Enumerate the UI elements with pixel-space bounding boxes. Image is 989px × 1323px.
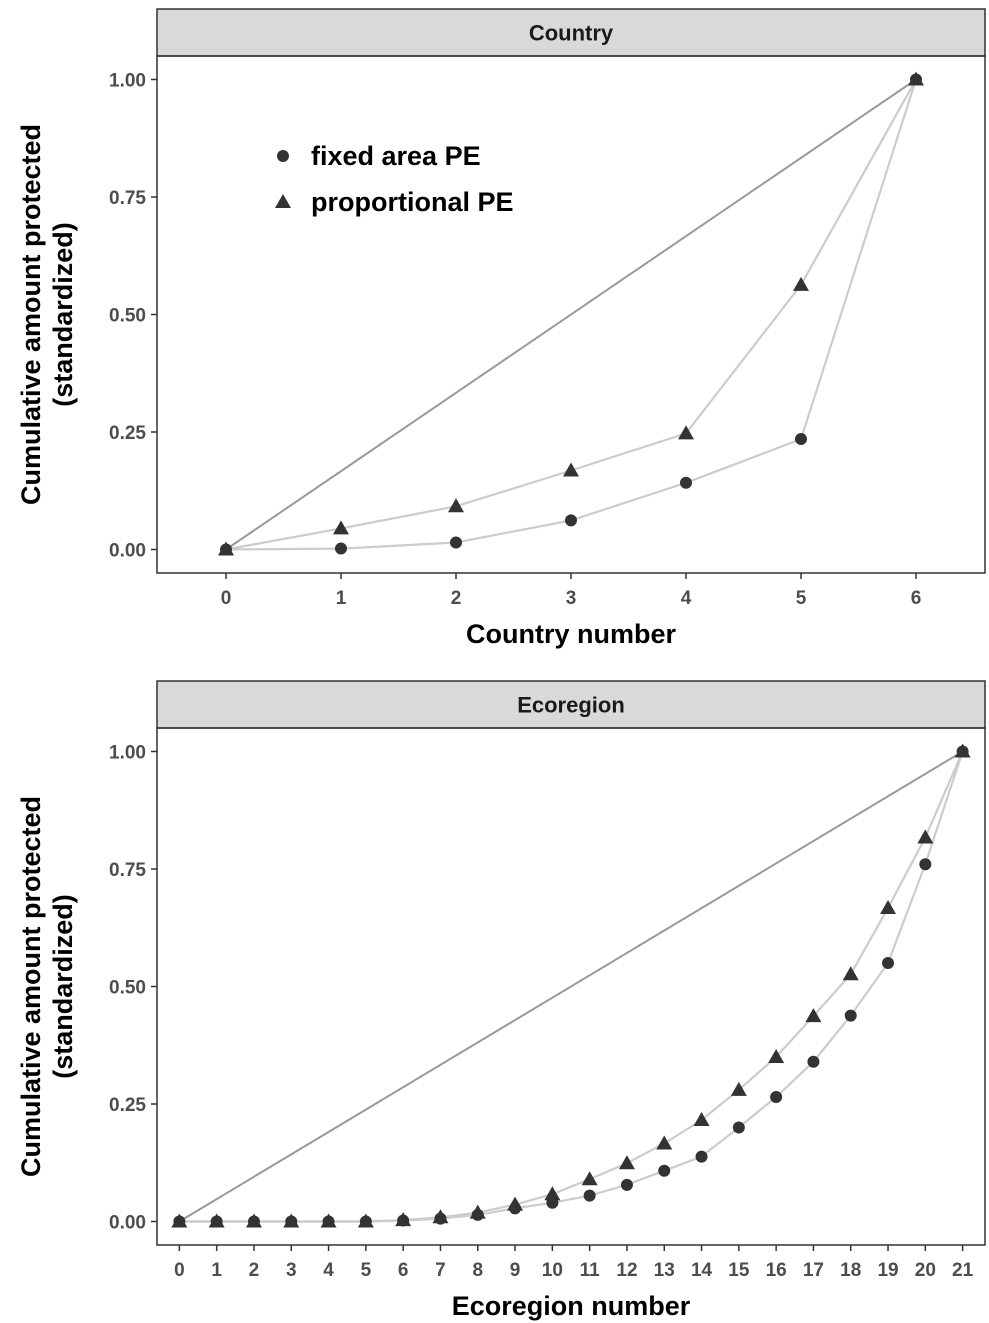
data-point-fixed-area (696, 1151, 708, 1163)
data-point-fixed-area (770, 1091, 782, 1103)
y-tick-label: 1.00 (109, 71, 146, 92)
x-tick-label: 4 (323, 1260, 334, 1281)
data-point-proportional (544, 1186, 560, 1200)
y-tick-label: 0.25 (109, 1095, 146, 1116)
y-tick-label: 0.50 (109, 978, 146, 999)
x-tick-label: 2 (249, 1260, 260, 1281)
x-tick-label: 7 (435, 1260, 446, 1281)
equality-line (179, 752, 962, 1222)
legend-key-triangle (275, 194, 291, 208)
y-axis-title: Cumulative amount protected(standardized… (16, 796, 78, 1177)
data-point-proportional (917, 830, 933, 844)
x-tick-label: 16 (766, 1260, 787, 1281)
data-point-proportional (880, 900, 896, 914)
x-tick-label: 1 (336, 588, 347, 609)
y-tick-label: 0.00 (109, 541, 146, 562)
x-tick-label: 6 (398, 1260, 409, 1281)
panel-country: Country 0.00 0.25 0.50 0.75 1.00 0 1 2 3 4 5 6 Countr… (16, 9, 985, 649)
facet-strip-label: Ecoregion (517, 693, 625, 718)
y-tick-label: 0.50 (109, 306, 146, 327)
data-point-fixed-area (882, 957, 894, 969)
x-tick-label: 1 (211, 1260, 222, 1281)
data-point-fixed-area (680, 477, 692, 489)
x-tick-label: 6 (911, 588, 922, 609)
data-point-fixed-area (807, 1056, 819, 1068)
x-tick-label: 12 (616, 1260, 637, 1281)
data-point-fixed-area (919, 858, 931, 870)
legend-key-circle (277, 150, 289, 162)
data-point-fixed-area (733, 1122, 745, 1134)
data-point-proportional (843, 966, 859, 980)
x-tick-label: 9 (510, 1260, 521, 1281)
data-point-proportional (582, 1171, 598, 1185)
data-point-proportional (793, 277, 809, 291)
legend: fixed area PE proportional PE (275, 141, 514, 217)
data-point-proportional (656, 1135, 672, 1149)
x-tick-label: 4 (681, 588, 692, 609)
x-tick-label: 13 (654, 1260, 675, 1281)
data-point-fixed-area (565, 514, 577, 526)
legend-label: fixed area PE (311, 141, 481, 171)
y-tick-label: 0.25 (109, 423, 146, 444)
data-point-proportional (619, 1155, 635, 1169)
data-point-fixed-area (450, 536, 462, 548)
legend-label: proportional PE (311, 187, 514, 217)
x-tick-label: 11 (580, 1260, 601, 1281)
x-tick-label: 10 (542, 1260, 563, 1281)
x-tick-label: 19 (877, 1260, 898, 1281)
x-tick-label: 0 (221, 588, 232, 609)
data-point-fixed-area (335, 543, 347, 555)
y-axis-title-line: Cumulative amount protected (16, 124, 46, 505)
x-tick-label: 5 (796, 588, 807, 609)
y-tick-label: 0.00 (109, 1213, 146, 1234)
data-point-fixed-area (845, 1010, 857, 1022)
y-tick-label: 1.00 (109, 743, 146, 764)
y-axis-title: Cumulative amount protected(standardized… (16, 124, 78, 505)
x-tick-label: 14 (691, 1260, 713, 1281)
x-tick-label: 5 (361, 1260, 372, 1281)
x-tick-label: 0 (174, 1260, 185, 1281)
x-tick-label: 3 (286, 1260, 297, 1281)
y-axis-title-line: (standardized) (48, 894, 78, 1079)
data-point-fixed-area (621, 1179, 633, 1191)
x-tick-label: 21 (952, 1260, 974, 1281)
x-axis-title: Ecoregion number (452, 1291, 691, 1321)
x-tick-label: 8 (472, 1260, 483, 1281)
x-tick-label: 18 (840, 1260, 861, 1281)
facet-strip-label: Country (529, 21, 614, 46)
x-axis-title: Country number (466, 619, 676, 649)
x-tick-label: 20 (915, 1260, 936, 1281)
y-tick-label: 0.75 (109, 188, 146, 209)
data-point-fixed-area (795, 433, 807, 445)
x-tick-label: 17 (803, 1260, 824, 1281)
y-axis-title-line: (standardized) (48, 222, 78, 407)
data-point-fixed-area (584, 1190, 596, 1202)
x-tick-label: 3 (566, 588, 577, 609)
data-point-fixed-area (658, 1165, 670, 1177)
y-axis-title-line: Cumulative amount protected (16, 796, 46, 1177)
x-tick-label: 15 (728, 1260, 750, 1281)
y-tick-label: 0.75 (109, 860, 146, 881)
x-tick-label: 2 (451, 588, 462, 609)
